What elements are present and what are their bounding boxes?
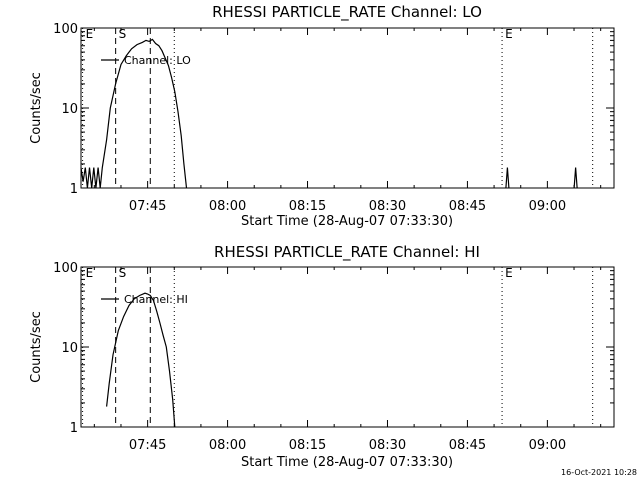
panel-hi: RHESSI PARTICLE_RATE Channel: HI Start T… <box>29 243 615 470</box>
panel-lo: RHESSI PARTICLE_RATE Channel: LO Start T… <box>29 3 615 229</box>
marker-label: E <box>505 266 513 280</box>
x-tick-label: 09:00 <box>529 438 566 453</box>
marker-label: S <box>119 27 127 41</box>
marker-label: E <box>86 266 94 280</box>
y-tick-label: 100 <box>53 22 78 37</box>
x-tick-label: 08:00 <box>209 438 246 453</box>
legend-label: Channel: HI <box>124 293 188 306</box>
series-spike <box>505 167 510 189</box>
series-line <box>106 292 176 428</box>
y-tick-label: 10 <box>61 341 78 356</box>
x-tick-label: 08:30 <box>369 438 406 453</box>
x-tick-label: 07:45 <box>129 438 166 453</box>
x-tick-label: 08:15 <box>289 438 326 453</box>
legend-label: Channel: LO <box>124 54 191 67</box>
x-axis-label: Start Time (28-Aug-07 07:33:30) <box>241 455 453 470</box>
chart-title: RHESSI PARTICLE_RATE Channel: LO <box>212 3 482 22</box>
x-tick-label: 08:15 <box>289 199 326 214</box>
series-spike <box>573 167 578 189</box>
marker-label: E <box>505 27 513 41</box>
marker-label: S <box>119 266 127 280</box>
x-tick-label: 08:00 <box>209 199 246 214</box>
footer-timestamp: 16-Oct-2021 10:28 <box>561 468 637 477</box>
y-tick-label: 10 <box>61 102 78 117</box>
y-tick-label: 100 <box>53 261 78 276</box>
y-axis-label: Counts/sec <box>29 72 44 144</box>
plot-frame <box>80 266 615 428</box>
x-tick-label: 08:45 <box>449 438 486 453</box>
marker-label: E <box>86 27 94 41</box>
x-tick-label: 09:00 <box>529 199 566 214</box>
series-line <box>80 38 188 189</box>
y-axis-label: Counts/sec <box>29 311 44 383</box>
plot-marks: 07:45 08:00 08:15 08:30 08:45 09:00 1 10 100 E S E C… <box>53 261 614 453</box>
plot-marks: 07:45 08:00 08:15 08:30 08:45 09:00 1 10 100 E S E C… <box>53 22 614 214</box>
chart-title: RHESSI PARTICLE_RATE Channel: HI <box>214 243 480 262</box>
x-tick-label: 08:45 <box>449 199 486 214</box>
y-tick-label: 1 <box>70 182 78 197</box>
plot-frame <box>80 27 615 189</box>
x-tick-label: 07:45 <box>129 199 166 214</box>
x-tick-label: 08:30 <box>369 199 406 214</box>
y-tick-label: 1 <box>70 421 78 436</box>
x-axis-label: Start Time (28-Aug-07 07:33:30) <box>241 214 453 229</box>
